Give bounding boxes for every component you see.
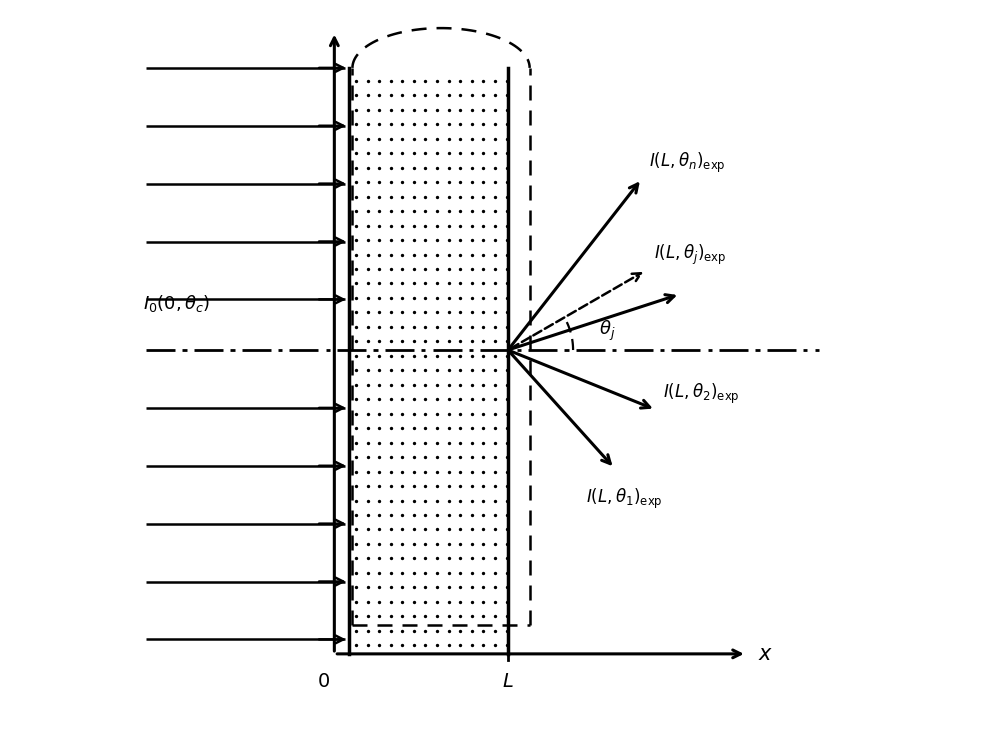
Text: $I(L,\theta_n)_{\rm exp}$: $I(L,\theta_n)_{\rm exp}$ xyxy=(648,151,725,176)
Text: $I(L,\theta_j)_{\rm exp}$: $I(L,\theta_j)_{\rm exp}$ xyxy=(654,243,727,267)
Text: $I_0(0,\theta_c)$: $I_0(0,\theta_c)$ xyxy=(143,293,210,314)
Text: $0$: $0$ xyxy=(317,672,329,691)
Text: $\theta_j$: $\theta_j$ xyxy=(599,319,614,343)
Text: $I(L,\theta_2)_{\rm exp}$: $I(L,\theta_2)_{\rm exp}$ xyxy=(663,382,739,406)
Text: $L$: $L$ xyxy=(502,672,514,691)
Text: $x$: $x$ xyxy=(757,644,772,664)
Text: $I(L,\theta_1)_{\rm exp}$: $I(L,\theta_1)_{\rm exp}$ xyxy=(585,486,662,510)
